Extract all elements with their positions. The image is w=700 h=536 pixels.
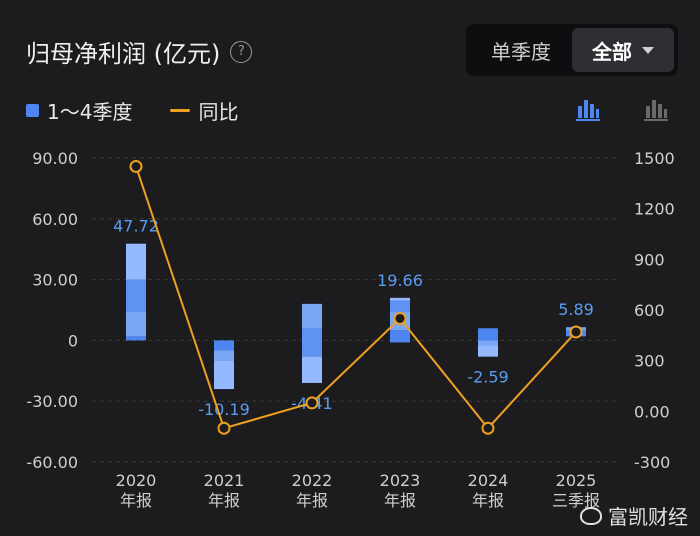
tab-single-quarter[interactable]: 单季度 [491,39,551,64]
chart-title-text: 归母净利润 (亿元) [26,40,221,68]
bar-segment [478,328,498,341]
yoy-point [481,421,495,435]
x-tick-label: 2023 年报 [380,471,421,510]
right-tick-label: 900 [634,250,665,269]
left-tick-label: 60.00 [32,210,78,229]
bar-value-label: -10.19 [198,400,250,419]
bar-segment [302,356,322,383]
left-tick-label: 0 [68,331,78,350]
bar-segment [126,336,146,341]
watermark-text: 富凯财经 [608,505,688,529]
bar-segment [478,340,498,355]
bar-chart-icon[interactable] [574,96,602,124]
bar-segment [214,374,234,390]
chart-title: 归母净利润 (亿元) ? [26,34,253,69]
x-tick-label: 2021 年报 [204,471,245,510]
legend-bar-swatch [26,104,39,117]
bar-segment [302,328,322,357]
stacked-bar-icon[interactable] [642,96,670,124]
x-tick-label: 2020 年报 [116,471,157,510]
bar-segment [302,303,322,341]
yoy-point [305,396,319,410]
yoy-point [569,325,583,339]
yoy-point [129,159,143,173]
legend-bar-label[interactable]: 1～4季度 [47,100,133,124]
bar-segment [302,303,322,329]
left-tick-label: -60.00 [26,453,78,472]
x-tick-label: 2022 年报 [292,471,333,510]
left-tick-label: -30.00 [26,392,78,411]
chevron-down-icon [642,46,654,54]
bar-segment [390,312,410,331]
bar-segment [390,300,410,313]
bar-value-label: -4.41 [291,394,332,413]
help-circle-icon[interactable]: ? [230,40,253,63]
bar-segment [214,350,234,375]
right-tick-label: -300 [634,453,670,472]
bar-segment [214,340,234,351]
weibo-icon [580,506,602,525]
bar-segment [478,345,498,357]
bar-segment [214,361,234,390]
right-tick-label: 0.00 [634,402,670,421]
right-tick-label: 300 [634,352,665,371]
tab-all-dropdown[interactable]: 全部 [572,28,674,72]
yoy-point [393,311,407,325]
bar-value-label: 5.89 [558,300,594,319]
bar-segment [566,327,586,329]
left-tick-label: 30.00 [32,271,78,290]
x-tick-label: 2024 年报 [468,471,509,510]
bar-segment [566,327,586,331]
legend-line-swatch [170,109,191,112]
right-tick-label: 1500 [634,149,675,168]
bar-value-label: -2.59 [467,368,508,387]
right-tick-label: 1200 [634,200,675,219]
yoy-line [135,166,577,430]
yoy-point [217,421,231,435]
bar-value-label: 19.66 [377,271,423,290]
left-tick-label: 90.00 [32,149,78,168]
tab-all-label: 全部 [592,39,632,64]
legend-line-label[interactable]: 同比 [198,100,239,124]
period-segmented-control: 单季度 全部 [466,24,678,76]
bar-value-label: 47.72 [113,217,159,236]
bar-segment [126,279,146,313]
bar-segment [566,330,586,337]
bar-segment [390,330,410,343]
chart-legend: 1～4季度 同比 [26,96,238,125]
bar-segment [390,297,410,301]
bar-segment [126,312,146,337]
bar-segment [478,354,498,357]
bar-segment [126,243,146,280]
watermark: 富凯财经 [580,501,688,530]
right-tick-label: 600 [634,301,665,320]
